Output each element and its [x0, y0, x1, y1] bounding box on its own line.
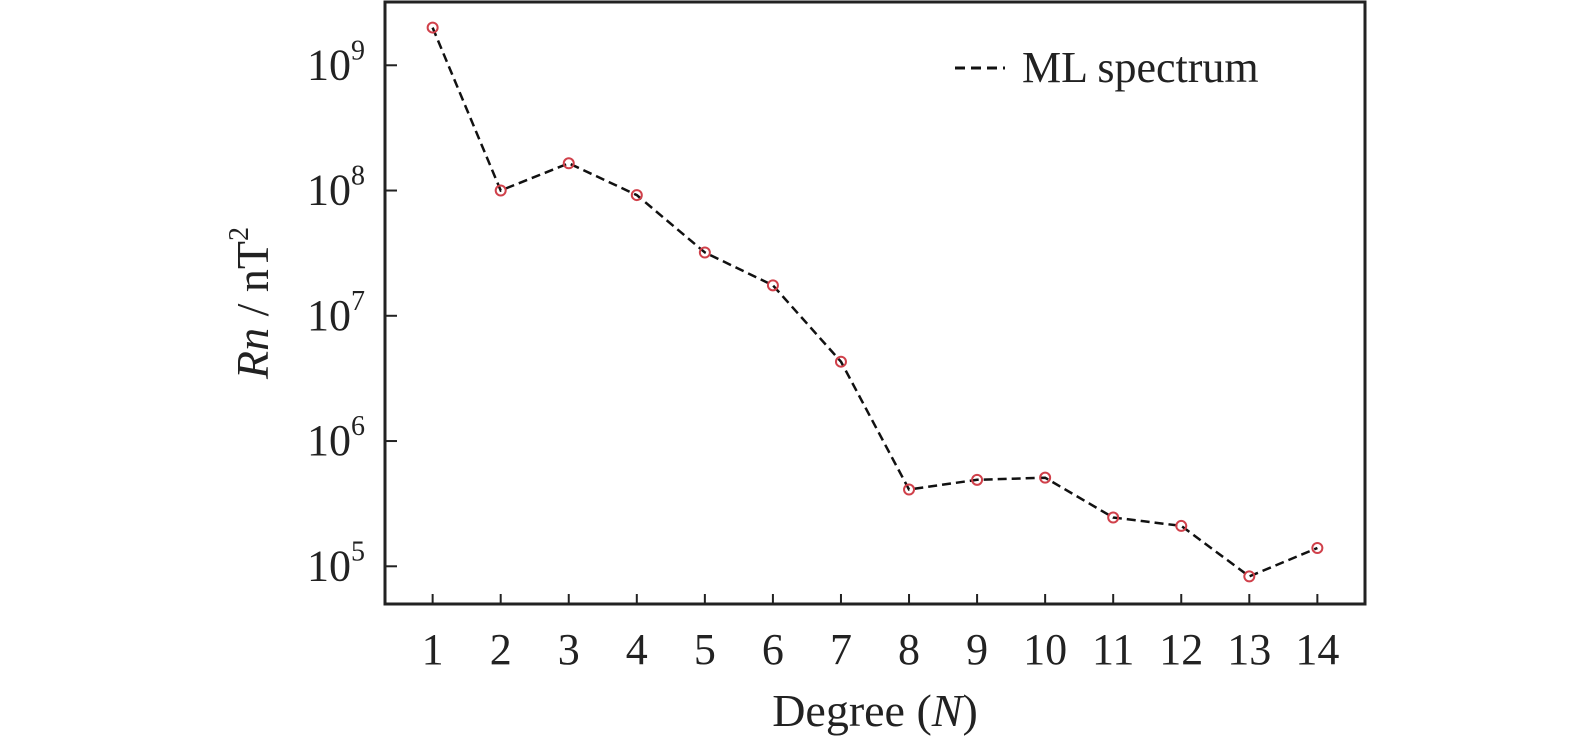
- axes-frame: [383, 0, 1367, 606]
- plot-area: [426, 21, 1324, 583]
- y-axis-title: Rn / nT2: [224, 227, 278, 380]
- x-tick-label: 2: [490, 625, 512, 674]
- y-tick-label: 106: [307, 411, 365, 465]
- y-tick-label-base: 10: [307, 416, 351, 465]
- x-tick-label: 11: [1092, 625, 1134, 674]
- x-tick-label: 1: [422, 625, 444, 674]
- data-point: [1243, 570, 1256, 583]
- x-axis-title: Degree (N): [772, 685, 978, 736]
- data-point: [903, 483, 916, 496]
- data-point: [1311, 541, 1324, 554]
- y-tick-label: 109: [307, 35, 365, 89]
- data-point: [630, 189, 643, 202]
- y-tick-label-exponent: 9: [351, 35, 365, 66]
- x-tick-label: 3: [558, 625, 580, 674]
- y-tick-label-base: 10: [307, 40, 351, 89]
- data-point: [971, 473, 984, 486]
- legend: ML spectrum: [955, 43, 1259, 92]
- x-tick-label: 13: [1227, 625, 1271, 674]
- y-tick-label: 107: [307, 286, 365, 340]
- y-tick-label: 105: [307, 536, 365, 590]
- data-point: [562, 157, 575, 170]
- y-tick-label-exponent: 6: [351, 411, 365, 442]
- data-point: [834, 355, 847, 368]
- data-point: [494, 184, 507, 197]
- y-tick-label-base: 10: [307, 291, 351, 340]
- x-tick-label: 12: [1159, 625, 1203, 674]
- y-tick-label-exponent: 5: [351, 536, 365, 567]
- data-point: [1107, 511, 1120, 524]
- x-axis-title-prefix: Degree (: [772, 685, 932, 736]
- y-tick-label: 108: [307, 161, 365, 215]
- y-axis-title-variable: Rn: [227, 328, 278, 380]
- y-tick-label-exponent: 7: [351, 286, 365, 317]
- y-axis-title-unit-exponent: 2: [224, 227, 255, 241]
- x-tick-label: 6: [762, 625, 784, 674]
- data-point: [698, 246, 711, 259]
- y-tick-label-base: 10: [307, 166, 351, 215]
- series-line: [431, 27, 1318, 578]
- x-tick-label: 7: [830, 625, 852, 674]
- x-tick-label: 4: [626, 625, 648, 674]
- data-point: [1039, 471, 1052, 484]
- x-tick-label: 9: [966, 625, 988, 674]
- x-tick-label: 8: [898, 625, 920, 674]
- y-tick-label-base: 10: [307, 541, 351, 590]
- x-axis: 1 2 3 4 5 6 7 8 9 10 11 12 13 14: [422, 594, 1339, 674]
- x-tick-label: 10: [1023, 625, 1067, 674]
- x-tick-label: 5: [694, 625, 716, 674]
- y-tick-label-exponent: 8: [351, 161, 365, 192]
- data-point: [1175, 519, 1188, 532]
- data-point: [766, 279, 779, 292]
- x-axis-title-suffix: ): [962, 685, 977, 736]
- legend-label: ML spectrum: [1022, 43, 1259, 92]
- data-point: [426, 21, 439, 34]
- y-axis-title-unit: / nT: [227, 241, 278, 328]
- x-axis-title-variable: N: [931, 685, 965, 736]
- x-tick-label: 14: [1295, 625, 1339, 674]
